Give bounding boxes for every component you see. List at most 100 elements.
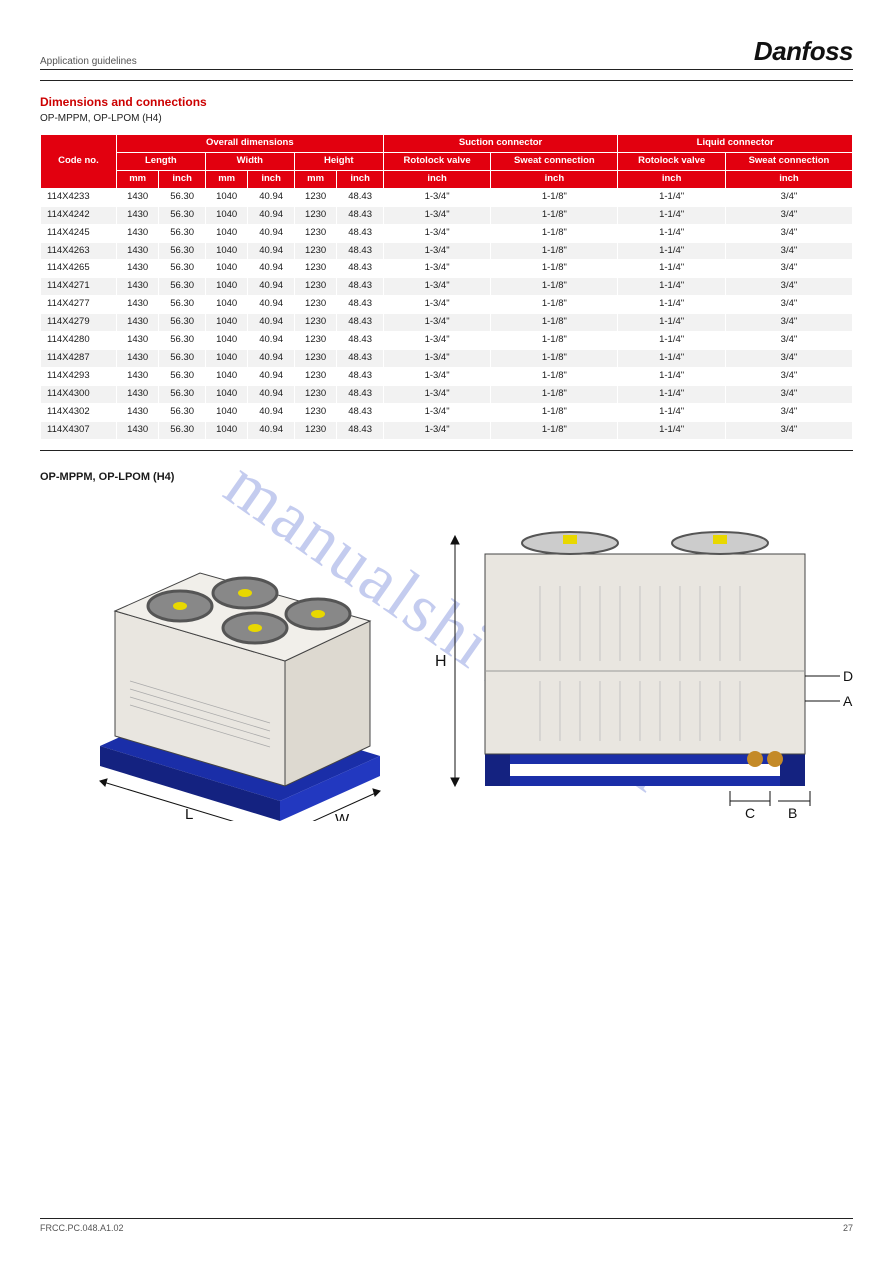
table-cell: 1040 xyxy=(205,367,248,385)
table-cell: 40.94 xyxy=(248,350,294,368)
table-cell: 1230 xyxy=(294,421,337,439)
table-header: Overall dimensions xyxy=(116,135,383,153)
table-row: 114X4271143056.30104040.94123048.431-3/4… xyxy=(41,278,853,296)
table-cell: 40.94 xyxy=(248,242,294,260)
table-cell: 48.43 xyxy=(337,296,383,314)
table-header: mm xyxy=(116,170,159,188)
fan-hub xyxy=(248,624,262,632)
table-cell: 3/4" xyxy=(725,314,852,332)
table-cell: 1-3/4" xyxy=(383,278,491,296)
table-cell: 1-3/4" xyxy=(383,367,491,385)
table-cell: 1-1/4" xyxy=(618,350,726,368)
table-cell: 1230 xyxy=(294,385,337,403)
side-base-cutout xyxy=(510,764,780,776)
table-cell: 114X4302 xyxy=(41,403,117,421)
table-header: mm xyxy=(205,170,248,188)
diagram-caption: OP-MPPM, OP-LPOM (H4) xyxy=(40,471,853,483)
table-row: 114X4277143056.30104040.94123048.431-3/4… xyxy=(41,296,853,314)
table-cell: 1040 xyxy=(205,242,248,260)
table-cell: 48.43 xyxy=(337,188,383,206)
table-cell: 1040 xyxy=(205,350,248,368)
table-cell: 1-1/4" xyxy=(618,314,726,332)
side-fan-hub xyxy=(563,535,577,544)
dim-H: H xyxy=(435,653,447,670)
table-cell: 1-1/4" xyxy=(618,260,726,278)
table-cell: 3/4" xyxy=(725,242,852,260)
table-cell: 1430 xyxy=(116,421,159,439)
table-cell: 56.30 xyxy=(159,385,205,403)
side-base-leg xyxy=(485,754,510,786)
table-rule xyxy=(40,450,853,451)
table-cell: 56.30 xyxy=(159,332,205,350)
table-cell: 1-3/4" xyxy=(383,314,491,332)
table-cell: 1-1/8" xyxy=(491,403,618,421)
table-row: 114X4293143056.30104040.94123048.431-3/4… xyxy=(41,367,853,385)
table-cell: 1040 xyxy=(205,296,248,314)
table-cell: 40.94 xyxy=(248,421,294,439)
section-subtitle: OP-MPPM, OP-LPOM (H4) xyxy=(40,113,853,124)
table-cell: 48.43 xyxy=(337,421,383,439)
table-cell: 3/4" xyxy=(725,403,852,421)
table-cell: 1430 xyxy=(116,385,159,403)
table-cell: 40.94 xyxy=(248,385,294,403)
table-cell: 48.43 xyxy=(337,314,383,332)
table-cell: 56.30 xyxy=(159,206,205,224)
side-view: H xyxy=(430,506,860,826)
table-cell: 48.43 xyxy=(337,332,383,350)
table-cell: 1-1/8" xyxy=(491,242,618,260)
table-cell: 1-3/4" xyxy=(383,242,491,260)
table-header: Code no. xyxy=(41,135,117,189)
table-header: Rotolock valve xyxy=(383,152,491,170)
table-cell: 1430 xyxy=(116,350,159,368)
table-row: 114X4300143056.30104040.94123048.431-3/4… xyxy=(41,385,853,403)
table-cell: 3/4" xyxy=(725,206,852,224)
dim-A: A xyxy=(843,693,853,709)
table-cell: 1-1/8" xyxy=(491,421,618,439)
dim-C: C xyxy=(745,805,755,821)
table-cell: 48.43 xyxy=(337,260,383,278)
table-cell: 1430 xyxy=(116,206,159,224)
dim-D: D xyxy=(843,668,853,684)
table-cell: 1040 xyxy=(205,332,248,350)
table-cell: 3/4" xyxy=(725,385,852,403)
table-cell: 114X4287 xyxy=(41,350,117,368)
table-cell: 40.94 xyxy=(248,332,294,350)
table-cell: 1-1/4" xyxy=(618,385,726,403)
table-cell: 1-3/4" xyxy=(383,350,491,368)
section-title: Dimensions and connections xyxy=(40,95,853,109)
table-cell: 114X4263 xyxy=(41,242,117,260)
table-cell: 48.43 xyxy=(337,224,383,242)
table-cell: 1230 xyxy=(294,296,337,314)
table-cell: 40.94 xyxy=(248,403,294,421)
table-cell: 1230 xyxy=(294,224,337,242)
table-cell: 1430 xyxy=(116,403,159,421)
dim-W: W xyxy=(335,811,350,821)
table-cell: 1430 xyxy=(116,260,159,278)
table-cell: 1430 xyxy=(116,278,159,296)
table-cell: 1-1/8" xyxy=(491,296,618,314)
logo: Danfoss xyxy=(754,36,853,67)
table-cell: 114X4279 xyxy=(41,314,117,332)
table-cell: 1-1/8" xyxy=(491,224,618,242)
table-cell: 1430 xyxy=(116,314,159,332)
table-cell: 56.30 xyxy=(159,314,205,332)
table-cell: 48.43 xyxy=(337,278,383,296)
table-cell: 1-1/8" xyxy=(491,314,618,332)
table-cell: 1-1/4" xyxy=(618,421,726,439)
table-cell: 56.30 xyxy=(159,296,205,314)
table-header: inch xyxy=(248,170,294,188)
table-cell: 48.43 xyxy=(337,206,383,224)
table-cell: 3/4" xyxy=(725,188,852,206)
table-cell: 56.30 xyxy=(159,242,205,260)
table-cell: 114X4245 xyxy=(41,224,117,242)
table-cell: 1040 xyxy=(205,188,248,206)
table-cell: 40.94 xyxy=(248,367,294,385)
side-fan-hub xyxy=(713,535,727,544)
table-row: 114X4263143056.30104040.94123048.431-3/4… xyxy=(41,242,853,260)
page-header: Application guidelines Danfoss xyxy=(40,36,853,70)
table-cell: 1430 xyxy=(116,332,159,350)
table-cell: 114X4271 xyxy=(41,278,117,296)
table-cell: 56.30 xyxy=(159,367,205,385)
table-cell: 1-3/4" xyxy=(383,224,491,242)
table-cell: 40.94 xyxy=(248,224,294,242)
